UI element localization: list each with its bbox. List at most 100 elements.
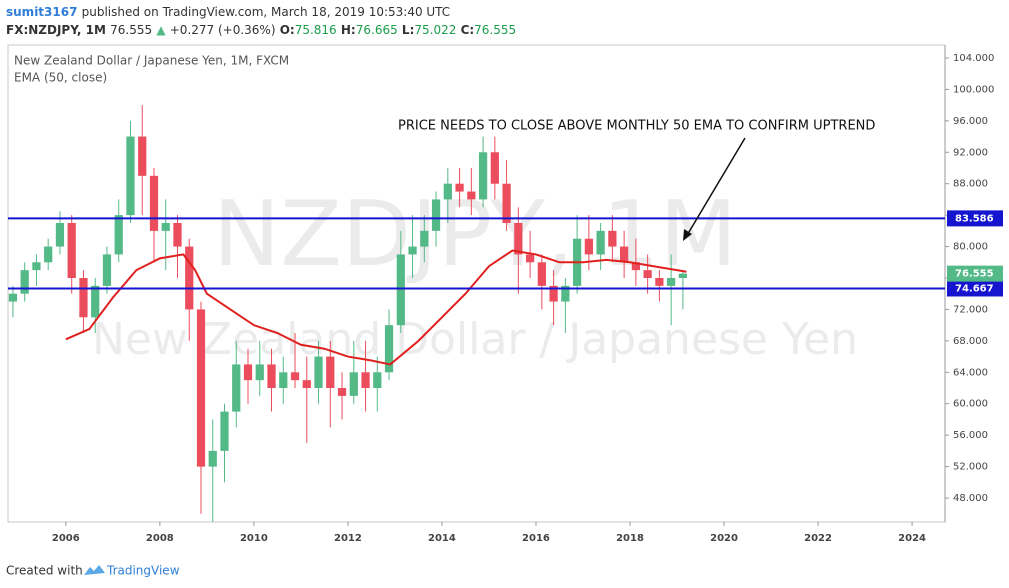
y-tick-label: 96.000	[953, 116, 988, 127]
price: 76.555	[110, 23, 152, 37]
x-tick-label: 2012	[334, 533, 362, 544]
x-tick-label: 2008	[146, 533, 174, 544]
level-label: 83.586	[955, 213, 994, 224]
candle-body	[490, 152, 499, 184]
arrow-head	[683, 229, 692, 241]
candle-body	[32, 262, 41, 271]
candle-body	[584, 238, 593, 255]
candle-body	[326, 356, 335, 389]
ohlc-key: H:	[341, 23, 356, 37]
candle-body	[91, 285, 100, 318]
candle-body	[443, 183, 452, 200]
candle-body	[173, 222, 182, 247]
candle-body	[20, 270, 29, 294]
candle-body	[596, 230, 605, 255]
y-tick-label: 52.000	[953, 462, 988, 473]
y-tick-label: 60.000	[953, 399, 988, 410]
candle-body	[608, 230, 617, 247]
candle-body	[678, 273, 688, 278]
level-label: 74.667	[955, 283, 994, 294]
candle-body	[431, 199, 441, 231]
level-label-box	[947, 280, 1003, 297]
ohlc-value: 76.555	[474, 23, 516, 37]
annotation: PRICE NEEDS TO CLOSE ABOVE MONTHLY 50 EM…	[398, 119, 875, 134]
candle-body	[337, 388, 347, 396]
header-line: sumit3167 published on TradingView.com, …	[6, 5, 450, 19]
candle-body	[525, 254, 535, 263]
candle-body	[255, 364, 264, 381]
last-price-box	[947, 265, 1003, 282]
x-tick-label: 2014	[428, 533, 456, 544]
candle-body	[232, 364, 241, 412]
candle-body	[126, 136, 135, 216]
candle-body	[102, 254, 112, 286]
published: published on TradingView.com, March 18, …	[82, 5, 451, 19]
candle-body	[220, 411, 229, 451]
candle-body	[620, 246, 629, 263]
candle-body	[514, 222, 523, 255]
candle-body	[302, 380, 311, 389]
x-tick-label: 2018	[616, 533, 644, 544]
candle-body	[67, 222, 76, 278]
symbol: FX:NZDJPY, 1M	[6, 23, 106, 37]
candle-body	[161, 222, 170, 231]
y-tick-label: 92.000	[953, 147, 988, 158]
candle-body	[279, 372, 288, 389]
marks	[8, 57, 949, 526]
candle-body	[79, 277, 88, 318]
candle-body	[408, 246, 417, 255]
y-tick-label: 64.000	[953, 367, 988, 378]
candle-body	[384, 325, 394, 373]
y-tick-label: 100.000	[953, 84, 994, 95]
ohlc-value: 75.022	[414, 23, 456, 37]
candle-body	[55, 222, 65, 247]
candle-body	[643, 270, 652, 278]
candle-body	[478, 152, 488, 200]
candle-body	[208, 450, 217, 467]
y-tick-label: 88.000	[953, 179, 988, 190]
candle-body	[267, 364, 276, 389]
y-tick-label: 68.000	[953, 336, 988, 347]
candle-body	[549, 285, 558, 302]
tv-logo	[84, 565, 105, 575]
footer-brand[interactable]: TradingView	[106, 564, 180, 578]
candle-body	[667, 277, 676, 286]
candle-body	[114, 215, 123, 255]
candle-body	[290, 372, 300, 381]
candle-body	[502, 183, 511, 223]
candle-body	[467, 191, 476, 200]
y-tick-label: 104.000	[953, 53, 994, 64]
candle-body	[149, 175, 159, 231]
candle-body	[455, 183, 464, 192]
x-tick-label: 2020	[710, 533, 738, 544]
candle-body	[349, 372, 358, 396]
x-tick-label: 2016	[522, 533, 550, 544]
ohlc-value: 75.816	[295, 23, 337, 37]
x-tick-label: 2024	[898, 533, 926, 544]
candle-body	[138, 136, 147, 176]
up-arrow: ▲	[156, 23, 166, 37]
candle-body	[655, 277, 664, 286]
candle-body	[631, 262, 640, 271]
y-tick-label: 72.000	[953, 304, 988, 315]
ohlc-key: C:	[461, 23, 475, 37]
x-tick-label: 2010	[240, 533, 268, 544]
change: +0.277 (+0.36%)	[170, 23, 276, 37]
chart-title: New Zealand Dollar / Japanese Yen, 1M, F…	[14, 54, 289, 68]
candle-body	[185, 246, 194, 310]
y-tick-label: 80.000	[953, 242, 988, 253]
candle-body	[196, 309, 206, 467]
ohlc-key: O:	[280, 23, 295, 37]
user[interactable]: sumit3167	[6, 5, 77, 19]
candle-body	[8, 293, 18, 302]
level-label-box	[947, 210, 1003, 227]
candle-body	[44, 246, 53, 263]
watermark: New Zealand Dollar / Japanese Yen	[92, 314, 858, 365]
candle-body	[561, 285, 570, 302]
ohlc-value: 76.665	[356, 23, 398, 37]
ohlc-key: L:	[402, 23, 414, 37]
y-tick-label: 56.000	[953, 430, 988, 441]
candle-body	[243, 364, 253, 381]
